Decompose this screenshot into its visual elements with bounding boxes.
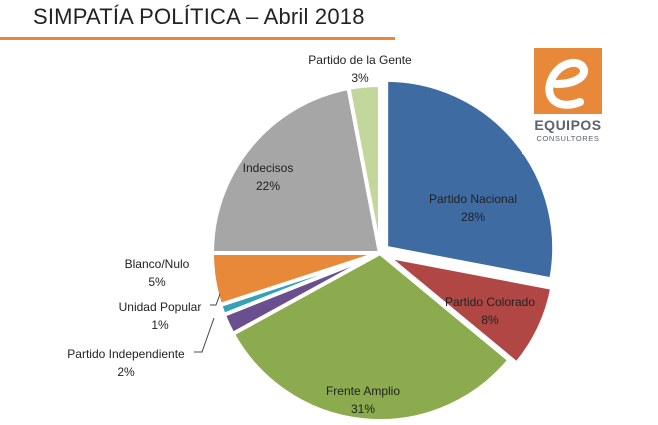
leader-line — [210, 293, 221, 306]
slice-label-value: 1% — [151, 318, 169, 332]
slice-label-name: Partido de la Gente — [308, 53, 412, 67]
slice-labels: Partido Nacional 28% Partido Colorado 8% Fre… — [67, 53, 535, 416]
slice-label-name: Partido Colorado — [445, 295, 535, 309]
pie-slice-partido-colorado — [385, 254, 555, 366]
pie-slices — [210, 77, 557, 423]
slice-label-name: Indecisos — [243, 161, 294, 175]
slice-label-value: 3% — [351, 71, 369, 85]
slice-label-name: Frente Amplio — [326, 384, 400, 398]
slice-label-value: 22% — [256, 179, 280, 193]
slice-label-value: 5% — [148, 275, 166, 289]
slice-label-value: 28% — [461, 210, 485, 224]
leader-line — [194, 317, 215, 353]
pie-slice-partido-nacional — [384, 77, 557, 282]
slice-label-name: Blanco/Nulo — [125, 257, 190, 271]
slice-label-name: Unidad Popular — [119, 300, 202, 314]
slice-label-name: Partido Independiente — [67, 347, 185, 361]
pie-slice-partido-de-la-gente — [346, 83, 382, 255]
leader-lines — [194, 293, 221, 353]
title-underline — [0, 37, 395, 40]
logo-wordmark: EQUIPOS — [534, 117, 602, 133]
slice-label-value: 8% — [481, 313, 499, 327]
chart-title: SIMPATÍA POLÍTICA – Abril 2018 — [33, 4, 365, 29]
slice-label-value: 2% — [117, 365, 135, 379]
e-letter-logo-icon — [534, 48, 602, 114]
company-logo: EQUIPOS CONSULTORES — [522, 44, 614, 154]
pie-slice-frente-amplio — [230, 251, 512, 423]
slice-label-name: Partido Nacional — [429, 192, 517, 206]
logo-subtitle: CONSULTORES — [536, 134, 600, 143]
slice-label-value: 31% — [351, 402, 375, 416]
pie-slice-indecisos — [210, 85, 382, 255]
